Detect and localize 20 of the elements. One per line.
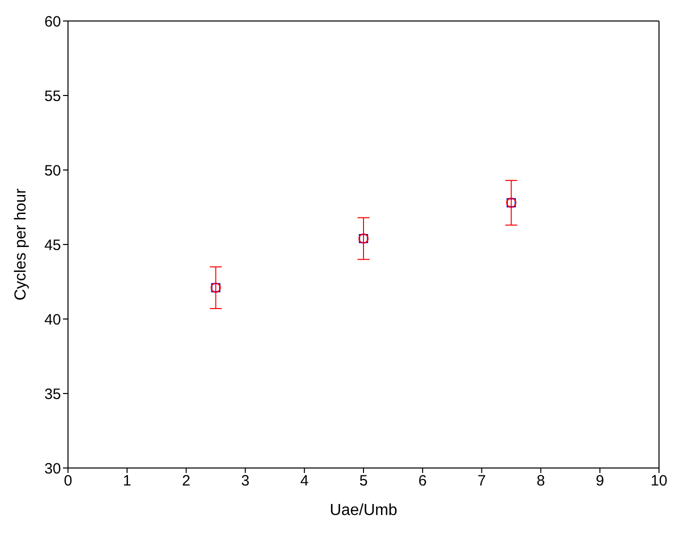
x-tick-label: 7 — [478, 472, 486, 490]
x-tick-label: 8 — [536, 472, 545, 490]
y-tick-label: 40 — [44, 311, 61, 328]
y-tick-label: 55 — [44, 88, 61, 105]
x-tick-label: 4 — [300, 472, 309, 490]
y-tick-label: 30 — [44, 460, 61, 478]
x-tick-label: 3 — [241, 472, 250, 490]
y-tick-label: 60 — [44, 13, 61, 30]
y-axis-title: Cycles per hour — [12, 188, 30, 301]
y-tick-label: 50 — [44, 162, 61, 180]
x-tick-label: 9 — [596, 472, 604, 490]
x-tick-label: 5 — [359, 472, 368, 490]
x-axis-title: Uae/Umb — [330, 502, 398, 519]
y-tick-label: 35 — [44, 386, 61, 403]
x-tick-label: 10 — [650, 472, 668, 490]
x-tick-label: 6 — [418, 472, 427, 490]
x-tick-label: 0 — [64, 472, 72, 490]
x-tick-label: 1 — [122, 472, 132, 490]
x-tick-label: 2 — [182, 472, 190, 490]
y-tick-label: 45 — [44, 236, 61, 254]
